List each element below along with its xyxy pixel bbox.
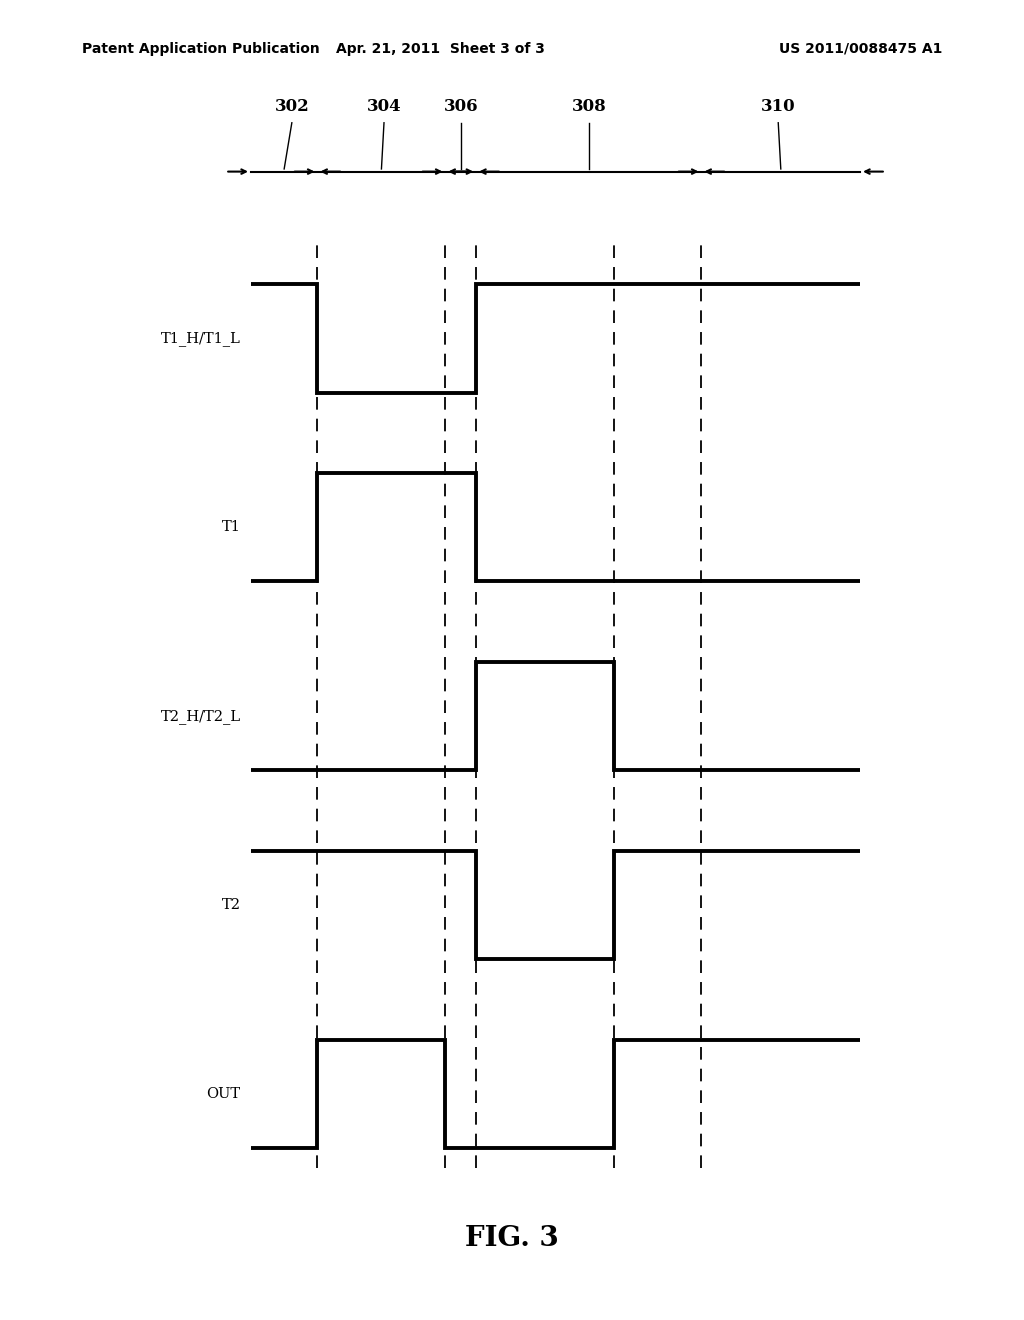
Text: Apr. 21, 2011  Sheet 3 of 3: Apr. 21, 2011 Sheet 3 of 3 bbox=[336, 42, 545, 55]
Text: 304: 304 bbox=[367, 98, 401, 115]
Text: T2: T2 bbox=[221, 898, 241, 912]
Text: FIG. 3: FIG. 3 bbox=[465, 1225, 559, 1251]
Text: Patent Application Publication: Patent Application Publication bbox=[82, 42, 319, 55]
Text: 306: 306 bbox=[443, 98, 478, 115]
Text: OUT: OUT bbox=[207, 1086, 241, 1101]
Text: T1_H/T1_L: T1_H/T1_L bbox=[161, 331, 241, 346]
Text: 302: 302 bbox=[274, 98, 309, 115]
Text: T1: T1 bbox=[222, 520, 241, 535]
Text: 310: 310 bbox=[761, 98, 796, 115]
Text: T2_H/T2_L: T2_H/T2_L bbox=[161, 709, 241, 723]
Text: US 2011/0088475 A1: US 2011/0088475 A1 bbox=[778, 42, 942, 55]
Text: 308: 308 bbox=[571, 98, 606, 115]
